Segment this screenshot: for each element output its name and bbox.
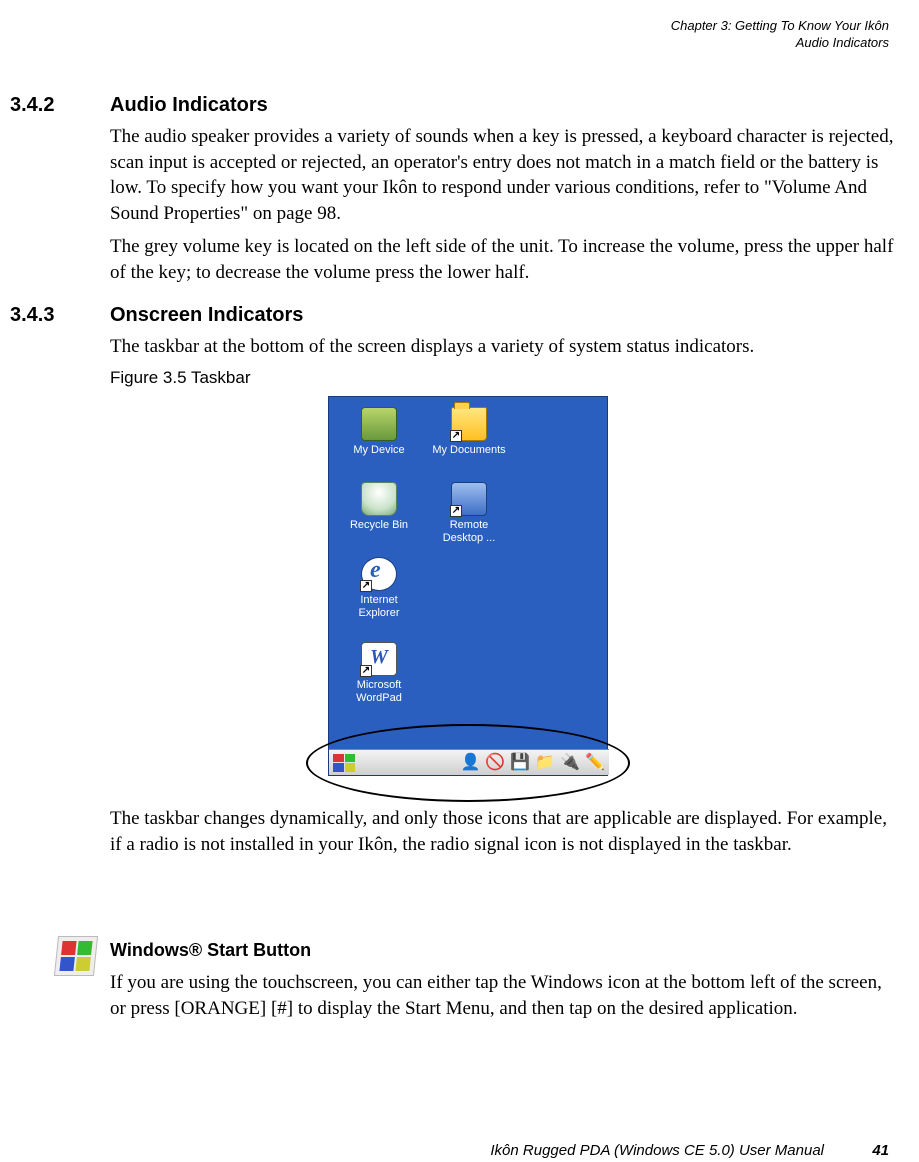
icon-internet-explorer[interactable]: ↗ Internet Explorer [339, 557, 419, 619]
para-onscreen-2: The taskbar changes dynamically, and onl… [110, 806, 900, 857]
icon-label-bin: Recycle Bin [350, 519, 408, 531]
page-number: 41 [872, 1142, 889, 1159]
start-button[interactable] [331, 752, 357, 774]
tray-icon-user[interactable]: 👤 [460, 752, 480, 774]
taskbar-screenshot: My Device ↗ My Documents Recycle Bin ↗ R… [328, 396, 608, 776]
ie-icon: ↗ [361, 557, 397, 591]
subheading-windows-start: Windows® Start Button [110, 940, 311, 961]
wordpad-icon: ↗ [361, 642, 397, 676]
taskbar: 👤 🚫 💾 📁 🔌 ✏️ [329, 749, 609, 775]
tray-icon-power[interactable]: 🔌 [560, 752, 580, 774]
icon-wordpad[interactable]: ↗ Microsoft WordPad [339, 642, 419, 704]
section-title-onscreen-indicators: Onscreen Indicators [110, 304, 303, 327]
remote-desktop-icon: ↗ [451, 482, 487, 516]
para-audio-2: The grey volume key is located on the le… [110, 234, 900, 285]
para-audio-1: The audio speaker provides a variety of … [110, 124, 900, 227]
tray-icon-disk[interactable]: 💾 [510, 752, 530, 774]
folder-icon: ↗ [451, 407, 487, 441]
icon-label-remote: Remote Desktop ... [443, 519, 496, 544]
icon-remote-desktop[interactable]: ↗ Remote Desktop ... [429, 482, 509, 544]
header-line-1: Chapter 3: Getting To Know Your Ikôn [671, 18, 889, 35]
para-onscreen-1: The taskbar at the bottom of the screen … [110, 334, 900, 360]
tray-icon-alert[interactable]: 🚫 [485, 752, 505, 774]
icon-my-documents[interactable]: ↗ My Documents [429, 407, 509, 457]
section-title-audio-indicators: Audio Indicators [110, 94, 268, 117]
device-icon [361, 407, 397, 441]
para-windows-start: If you are using the touchscreen, you ca… [110, 970, 900, 1021]
tray-icon-folder[interactable]: 📁 [535, 752, 555, 774]
icon-label-wordpad: Microsoft WordPad [356, 679, 402, 704]
windows-logo-icon [54, 936, 98, 976]
icon-label-docs: My Documents [432, 444, 505, 456]
section-number-342: 3.4.2 [10, 94, 54, 117]
tray-icon-pen[interactable]: ✏️ [585, 752, 605, 774]
footer-title: Ikôn Rugged PDA (Windows CE 5.0) User Ma… [490, 1142, 824, 1159]
section-number-343: 3.4.3 [10, 304, 54, 327]
page-header: Chapter 3: Getting To Know Your Ikôn Aud… [671, 18, 889, 52]
system-tray: 👤 🚫 💾 📁 🔌 ✏️ [460, 752, 605, 774]
header-line-2: Audio Indicators [671, 35, 889, 52]
icon-my-device[interactable]: My Device [339, 407, 419, 457]
figure-caption: Figure 3.5 Taskbar [110, 368, 250, 388]
recycle-bin-icon [361, 482, 397, 516]
icon-recycle-bin[interactable]: Recycle Bin [339, 482, 419, 532]
icon-label-ie: Internet Explorer [359, 594, 400, 619]
icon-label-device: My Device [353, 444, 404, 456]
